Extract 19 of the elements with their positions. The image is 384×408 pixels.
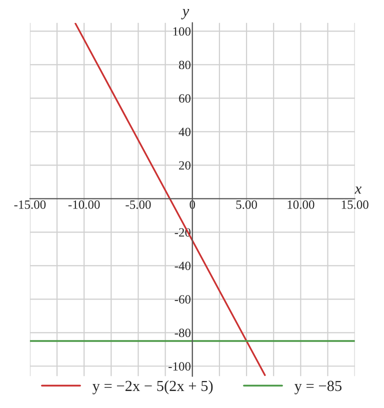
x-tick-label: 10.00 (288, 200, 314, 209)
x-tick-label: 5.00 (236, 200, 257, 209)
y-tick-label: 40 (178, 128, 191, 136)
y-tick-label: 100 (173, 27, 191, 36)
y-tick-label: -60 (174, 295, 191, 304)
x-tick-label: -15.00 (14, 200, 46, 209)
y-tick-label: 20 (179, 161, 191, 170)
x-axis-title: x (354, 186, 362, 194)
legend-label: y = −85 (294, 380, 342, 394)
x-tick-label: -5.00 (126, 200, 151, 209)
y-axis-title: y (181, 9, 190, 20)
x-tick-label: 15.00 (342, 200, 368, 209)
x-tick-label: -10.00 (68, 200, 100, 209)
y-tick-label: -80 (174, 328, 191, 338)
y-tick-label: 60 (179, 94, 191, 103)
y-tick-label: 80 (178, 60, 191, 70)
y-tick-label: -100 (168, 362, 191, 371)
legend-label: y = −2x − 5(2x + 5) (92, 380, 213, 394)
y-tick-label: -40 (174, 262, 191, 270)
